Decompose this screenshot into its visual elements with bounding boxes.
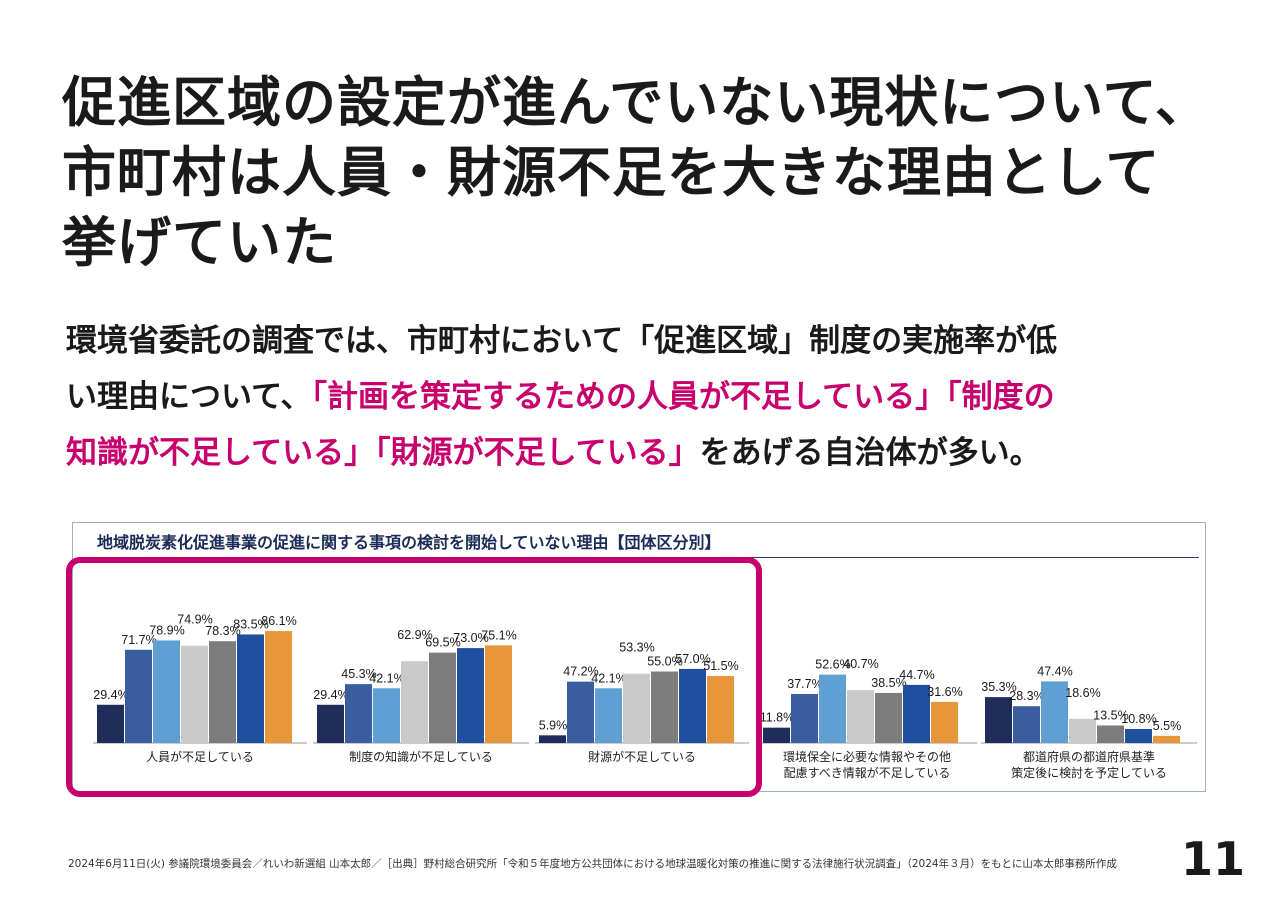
bar-group-4-series-1 — [763, 727, 790, 743]
lead-paragraph: 環境省委託の調査では、市町村において「促進区域」制度の実施率が低 い理由について… — [66, 313, 1246, 481]
bar-group-1-series-7 — [265, 631, 292, 743]
bar-value-label: 74.9% — [177, 613, 212, 627]
bar-value-label: 42.1% — [369, 671, 404, 685]
bar-value-label: 62.9% — [397, 628, 432, 642]
source-footnote: 2024年6月11日(火) 参議院環境委員会／れいわ新選組 山本太郎／［出典］野… — [68, 858, 1117, 870]
bar-chart: 29.4% 71.7%78.9%74.9%78.3%83.5%86.1% 人員が不足… — [93, 613, 1197, 780]
bar-group-1-series-4 — [181, 645, 208, 743]
headline-line-3: 挙げていた — [62, 211, 337, 274]
bar-value-label: 31.6% — [927, 685, 962, 699]
category-label: 環境保全に必要な情報やその他 — [783, 749, 951, 764]
bar-group-2-series-7 — [485, 645, 512, 743]
bar-value-label: 37.7% — [787, 677, 822, 691]
bar-value-label: 10.8% — [1121, 712, 1156, 726]
bar-group-4-series-7 — [931, 701, 958, 743]
lead-line-3-plain: をあげる自治体が多い。 — [699, 435, 1041, 471]
bar-group-1-series-3 — [153, 640, 180, 743]
bar-group-3-series-5 — [651, 671, 678, 743]
bar-group-3-series-6 — [679, 668, 706, 743]
bar-value-label: 47.4% — [1037, 664, 1072, 678]
bar-group-5-series-6 — [1125, 728, 1152, 743]
bar-group-2-series-1 — [317, 704, 344, 743]
bar-value-label: 78.9% — [149, 623, 184, 637]
bar-value-label: 83.5% — [233, 617, 268, 631]
page-number: 11 — [1180, 832, 1245, 886]
bar-value-label: 69.5% — [425, 636, 460, 650]
bar-group-4-series-5 — [875, 692, 902, 743]
bar-value-label: 57.0% — [675, 652, 710, 666]
headline-line-2: 市町村は人員・財源不足を大きな理由として — [62, 141, 1161, 204]
bar-group-5-series-5 — [1097, 725, 1124, 743]
bar-group-5-series-1 — [985, 697, 1012, 743]
bar-group-4-series-3 — [819, 674, 846, 743]
category-label: 人員が不足している — [146, 749, 254, 764]
bar-value-label: 44.7% — [899, 668, 934, 682]
bar-group-1-series-1 — [97, 704, 124, 743]
bar-group-1-series-5 — [209, 641, 236, 743]
bar-group-3-series-3 — [595, 688, 622, 743]
bar-group-4-series-6 — [903, 684, 930, 743]
bar-group-2-series-2 — [345, 684, 372, 743]
bar-group-5-series-2 — [1013, 706, 1040, 743]
highlight-box — [66, 557, 762, 797]
bar-value-label: 47.2% — [563, 665, 598, 679]
category-label: 制度の知識が不足している — [349, 749, 493, 764]
bar-value-label: 40.7% — [843, 657, 878, 671]
bar-group-4-series-4 — [847, 690, 874, 743]
bar-value-label: 38.5% — [871, 676, 906, 690]
lead-line-3-pink: 知識が不足している」「財源が不足している」 — [66, 435, 700, 471]
chart-frame: 地域脱炭素化促進事業の促進に関する事項の検討を開始していない理由【団体区分別】 … — [72, 522, 1206, 792]
bar-value-label: 78.3% — [205, 624, 240, 638]
bar-group-1-series-2 — [125, 649, 152, 743]
lead-line-1: 環境省委託の調査では、市町村において「促進区域」制度の実施率が低 — [66, 323, 1058, 359]
bar-group-2-series-5 — [429, 652, 456, 743]
lead-line-2: い理由について、「計画を策定するための人員が不足している」「制度の — [66, 369, 1246, 425]
bar-value-label: 55.0% — [647, 655, 682, 669]
bar-value-label: 11.8% — [760, 711, 795, 725]
bar-group-3-series-1 — [539, 735, 566, 743]
bar-group-3-series-4 — [623, 673, 650, 743]
bar-group-3-series-7 — [707, 676, 734, 743]
bar-group-4-series-2 — [791, 693, 818, 743]
bar-value-label: 29.4% — [93, 688, 128, 702]
bar-value-label: 13.5% — [1093, 708, 1128, 722]
bar-value-label: 86.1% — [261, 614, 296, 628]
bar-group-2-series-3 — [373, 688, 400, 743]
bar-value-label: 75.1% — [481, 628, 516, 642]
bar-value-label: 52.6% — [815, 658, 850, 672]
lead-line-3: 知識が不足している」「財源が不足している」をあげる自治体が多い。 — [66, 425, 1246, 481]
bar-value-label: 73.0% — [453, 631, 488, 645]
bar-value-label: 42.1% — [591, 671, 626, 685]
chart-title: 地域脱炭素化促進事業の促進に関する事項の検討を開始していない理由【団体区分別】 — [97, 533, 721, 552]
lead-line-2-pink: 「計画を策定するための人員が不足している」「制度の — [311, 379, 1055, 415]
bar-value-label: 28.3% — [1009, 689, 1044, 703]
bar-value-label: 71.7% — [121, 633, 156, 647]
headline-line-1: 促進区域の設定が進んでいない現状について、 — [62, 71, 1210, 134]
bar-group-3-series-2 — [567, 681, 594, 743]
bar-group-2-series-6 — [457, 648, 484, 743]
bar-group-5-series-4 — [1069, 718, 1096, 743]
bar-group-5-series-3 — [1041, 681, 1068, 743]
bar-value-label: 45.3% — [341, 667, 376, 681]
bar-value-label: 53.3% — [619, 641, 654, 655]
headline: 促進区域の設定が進んでいない現状について、 市町村は人員・財源不足を大きな理由と… — [62, 68, 1262, 278]
bar-value-label: 5.9% — [539, 718, 568, 732]
bar-value-label: 29.4% — [313, 688, 348, 702]
bar-value-label: 35.3% — [981, 680, 1016, 694]
bar-value-label: 18.6% — [1065, 686, 1100, 700]
bar-group-1-series-6 — [237, 634, 264, 743]
bar-value-label: 51.5% — [703, 659, 738, 673]
bar-group-2-series-4 — [401, 661, 428, 743]
category-label: 都道府県の都道府県基準 — [1023, 749, 1155, 764]
bar-value-label: 5.5% — [1153, 719, 1182, 733]
lead-line-2-plain: い理由について、 — [66, 379, 312, 415]
bar-group-5-series-7 — [1153, 735, 1180, 743]
category-label: 策定後に検討を予定している — [1011, 765, 1167, 780]
category-label: 財源が不足している — [588, 749, 696, 764]
category-label: 配慮すべき情報が不足している — [784, 765, 951, 780]
